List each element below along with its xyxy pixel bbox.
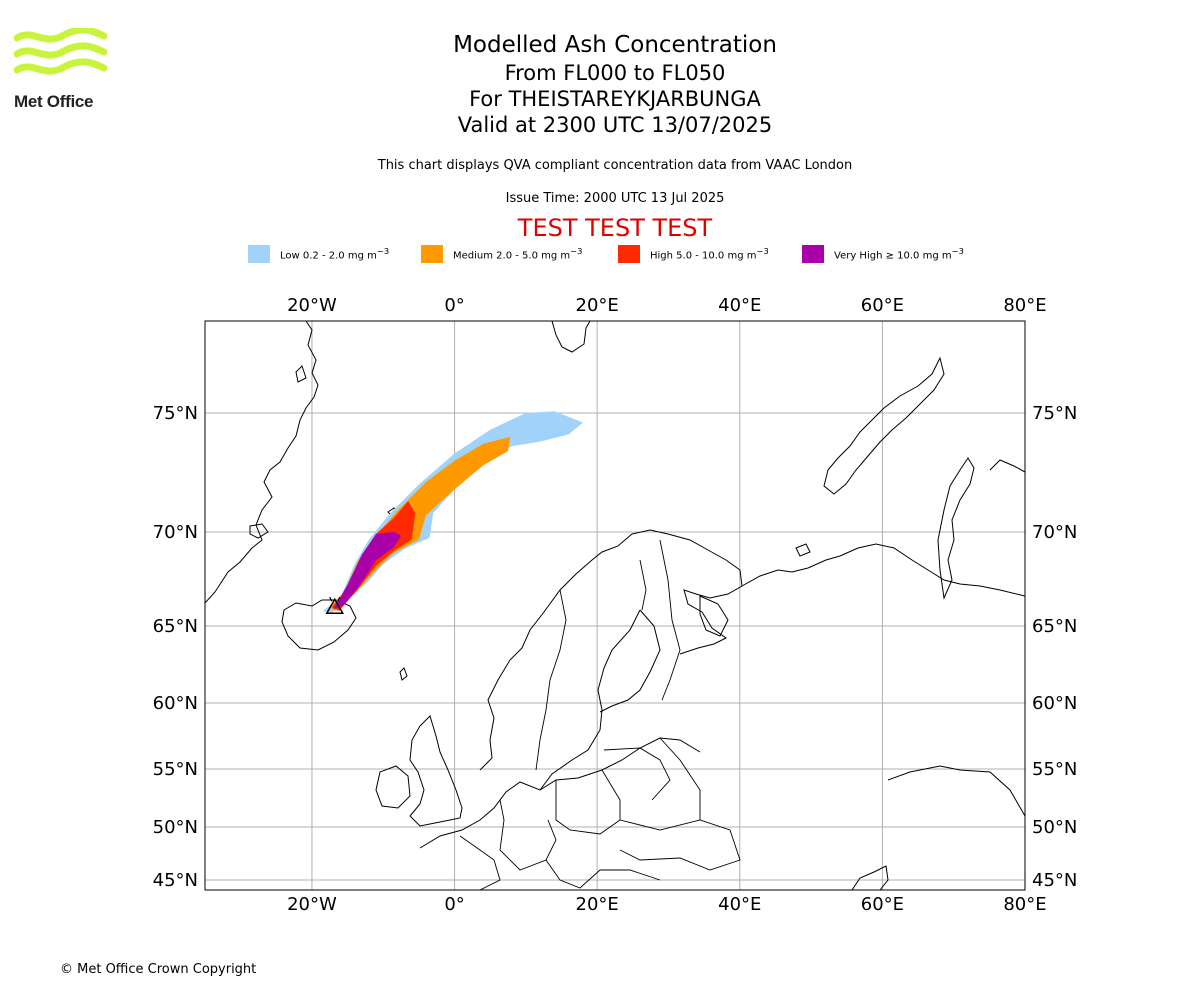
lon-tick-label-top: 0° xyxy=(444,295,464,316)
chart-description: This chart displays QVA compliant concen… xyxy=(377,158,853,173)
lon-tick-label-bottom: 80°E xyxy=(1003,894,1046,915)
kazakh-border xyxy=(887,765,1025,817)
lat-tick-label-right: 60°N xyxy=(1032,693,1077,714)
lon-tick-label-bottom: 20°E xyxy=(576,894,619,915)
valid-time: Valid at 2300 UTC 13/07/2025 xyxy=(457,113,773,137)
level-range: From FL000 to FL050 xyxy=(504,61,726,85)
country-borders xyxy=(459,539,741,890)
legend-label-very-high: Very High ≥ 10.0 mg m−3 xyxy=(834,246,964,262)
map-gridlines xyxy=(205,321,1025,890)
lat-tick-label-right: 50°N xyxy=(1032,817,1077,838)
legend-swatch-high xyxy=(618,245,640,263)
legend-label-low: Low 0.2 - 2.0 mg m−3 xyxy=(280,246,390,262)
novaya-zemlya xyxy=(823,356,945,495)
greenland-coastline xyxy=(205,321,319,604)
vaygach-island xyxy=(795,543,811,557)
lon-tick-label-bottom: 20°W xyxy=(287,894,337,915)
caspian-coastline xyxy=(851,865,889,890)
lon-tick-label-top: 20°E xyxy=(576,295,619,316)
coastlines xyxy=(205,321,1025,890)
legend-item-low: Low 0.2 - 2.0 mg m−3 xyxy=(248,244,389,264)
europe-coastline xyxy=(419,737,701,849)
axis-tick-labels: 20°W 20°W 0° 0° 20°E 20°E 40°E 40°E 60°E 60°E 80°E… xyxy=(153,295,1078,915)
lat-tick-label-left: 45°N xyxy=(153,870,198,891)
lat-tick-label-left: 50°N xyxy=(153,817,198,838)
legend-item-medium: Medium 2.0 - 5.0 mg m−3 xyxy=(421,244,582,264)
lat-tick-label-left: 65°N xyxy=(153,616,198,637)
legend-label-high: High 5.0 - 10.0 mg m−3 xyxy=(650,246,769,262)
greenland-island xyxy=(295,365,307,383)
chart-title: Modelled Ash Concentration xyxy=(453,32,777,58)
lat-tick-label-right: 75°N xyxy=(1032,403,1077,424)
lat-tick-label-left: 75°N xyxy=(153,403,198,424)
lat-tick-label-right: 70°N xyxy=(1032,522,1077,543)
lat-tick-label-left: 55°N xyxy=(153,759,198,780)
lon-tick-label-top: 40°E xyxy=(718,295,761,316)
volcano-triangle-icon xyxy=(325,596,345,614)
ash-plume xyxy=(322,411,583,613)
great-britain-coastline xyxy=(409,715,463,827)
brand-name: Met Office xyxy=(14,92,94,111)
lon-tick-label-bottom: 0° xyxy=(444,894,464,915)
greenland-island xyxy=(249,523,269,539)
copyright-notice: © Met Office Crown Copyright xyxy=(60,962,257,977)
map-frame xyxy=(204,320,1026,891)
white-sea-coastline xyxy=(699,595,729,637)
ash-plume-very-high xyxy=(333,532,402,610)
legend-label-medium: Medium 2.0 - 5.0 mg m−3 xyxy=(453,246,583,262)
chart-title-block: Modelled Ash Concentration From FL000 to… xyxy=(315,30,915,138)
balkans-border xyxy=(545,859,661,889)
ash-plume-medium xyxy=(329,436,511,611)
legend-swatch-very-high xyxy=(802,245,824,263)
volcano-name: For THEISTAREYKJARBUNGA xyxy=(469,87,761,111)
baltic-borders xyxy=(603,747,671,801)
finland-coastline xyxy=(599,609,661,713)
faroe-islands xyxy=(399,667,408,681)
poland-border xyxy=(555,769,621,835)
met-office-logo: Met Office xyxy=(13,26,110,112)
lon-tick-label-top: 60°E xyxy=(861,295,904,316)
lon-tick-label-top: 80°E xyxy=(1003,295,1046,316)
france-border xyxy=(459,835,501,890)
lon-tick-label-bottom: 40°E xyxy=(718,894,761,915)
ukraine-belarus-border xyxy=(619,819,741,871)
yamal-coastline xyxy=(937,457,975,600)
legend-item-high: High 5.0 - 10.0 mg m−3 xyxy=(618,244,769,264)
iceland-coastline xyxy=(281,599,357,651)
russia-arctic-coastline xyxy=(741,543,1025,597)
lon-tick-label-bottom: 60°E xyxy=(861,894,904,915)
lat-tick-label-right: 65°N xyxy=(1032,616,1077,637)
scandinavia-coastline xyxy=(479,529,743,771)
lat-tick-label-right: 45°N xyxy=(1032,870,1077,891)
issue-time: Issue Time: 2000 UTC 13 Jul 2025 xyxy=(505,191,725,206)
volcano-spark xyxy=(329,596,333,602)
test-banner: TEST TEST TEST xyxy=(517,214,713,242)
norway-sweden-border xyxy=(535,589,567,771)
germany-border xyxy=(499,799,557,871)
ireland-coastline xyxy=(375,765,411,809)
legend-item-very-high: Very High ≥ 10.0 mg m−3 xyxy=(802,244,964,264)
lat-tick-label-left: 60°N xyxy=(153,693,198,714)
russia-belarus-border xyxy=(659,737,701,820)
gydan-coastline xyxy=(989,459,1025,473)
lat-tick-label-right: 55°N xyxy=(1032,759,1077,780)
volcano-symbol xyxy=(325,597,345,614)
legend-swatch-medium xyxy=(421,245,443,263)
finland-russia-border xyxy=(659,539,681,701)
svalbard-coastline xyxy=(551,321,591,353)
sweden-finland-border xyxy=(639,559,647,611)
legend-swatch-low xyxy=(248,245,270,263)
lat-tick-label-left: 70°N xyxy=(153,522,198,543)
met-office-wave-logo-icon xyxy=(13,26,108,75)
volcano-spark xyxy=(337,596,341,602)
bothnia-coastline xyxy=(539,609,641,791)
lon-tick-label-top: 20°W xyxy=(287,295,337,316)
